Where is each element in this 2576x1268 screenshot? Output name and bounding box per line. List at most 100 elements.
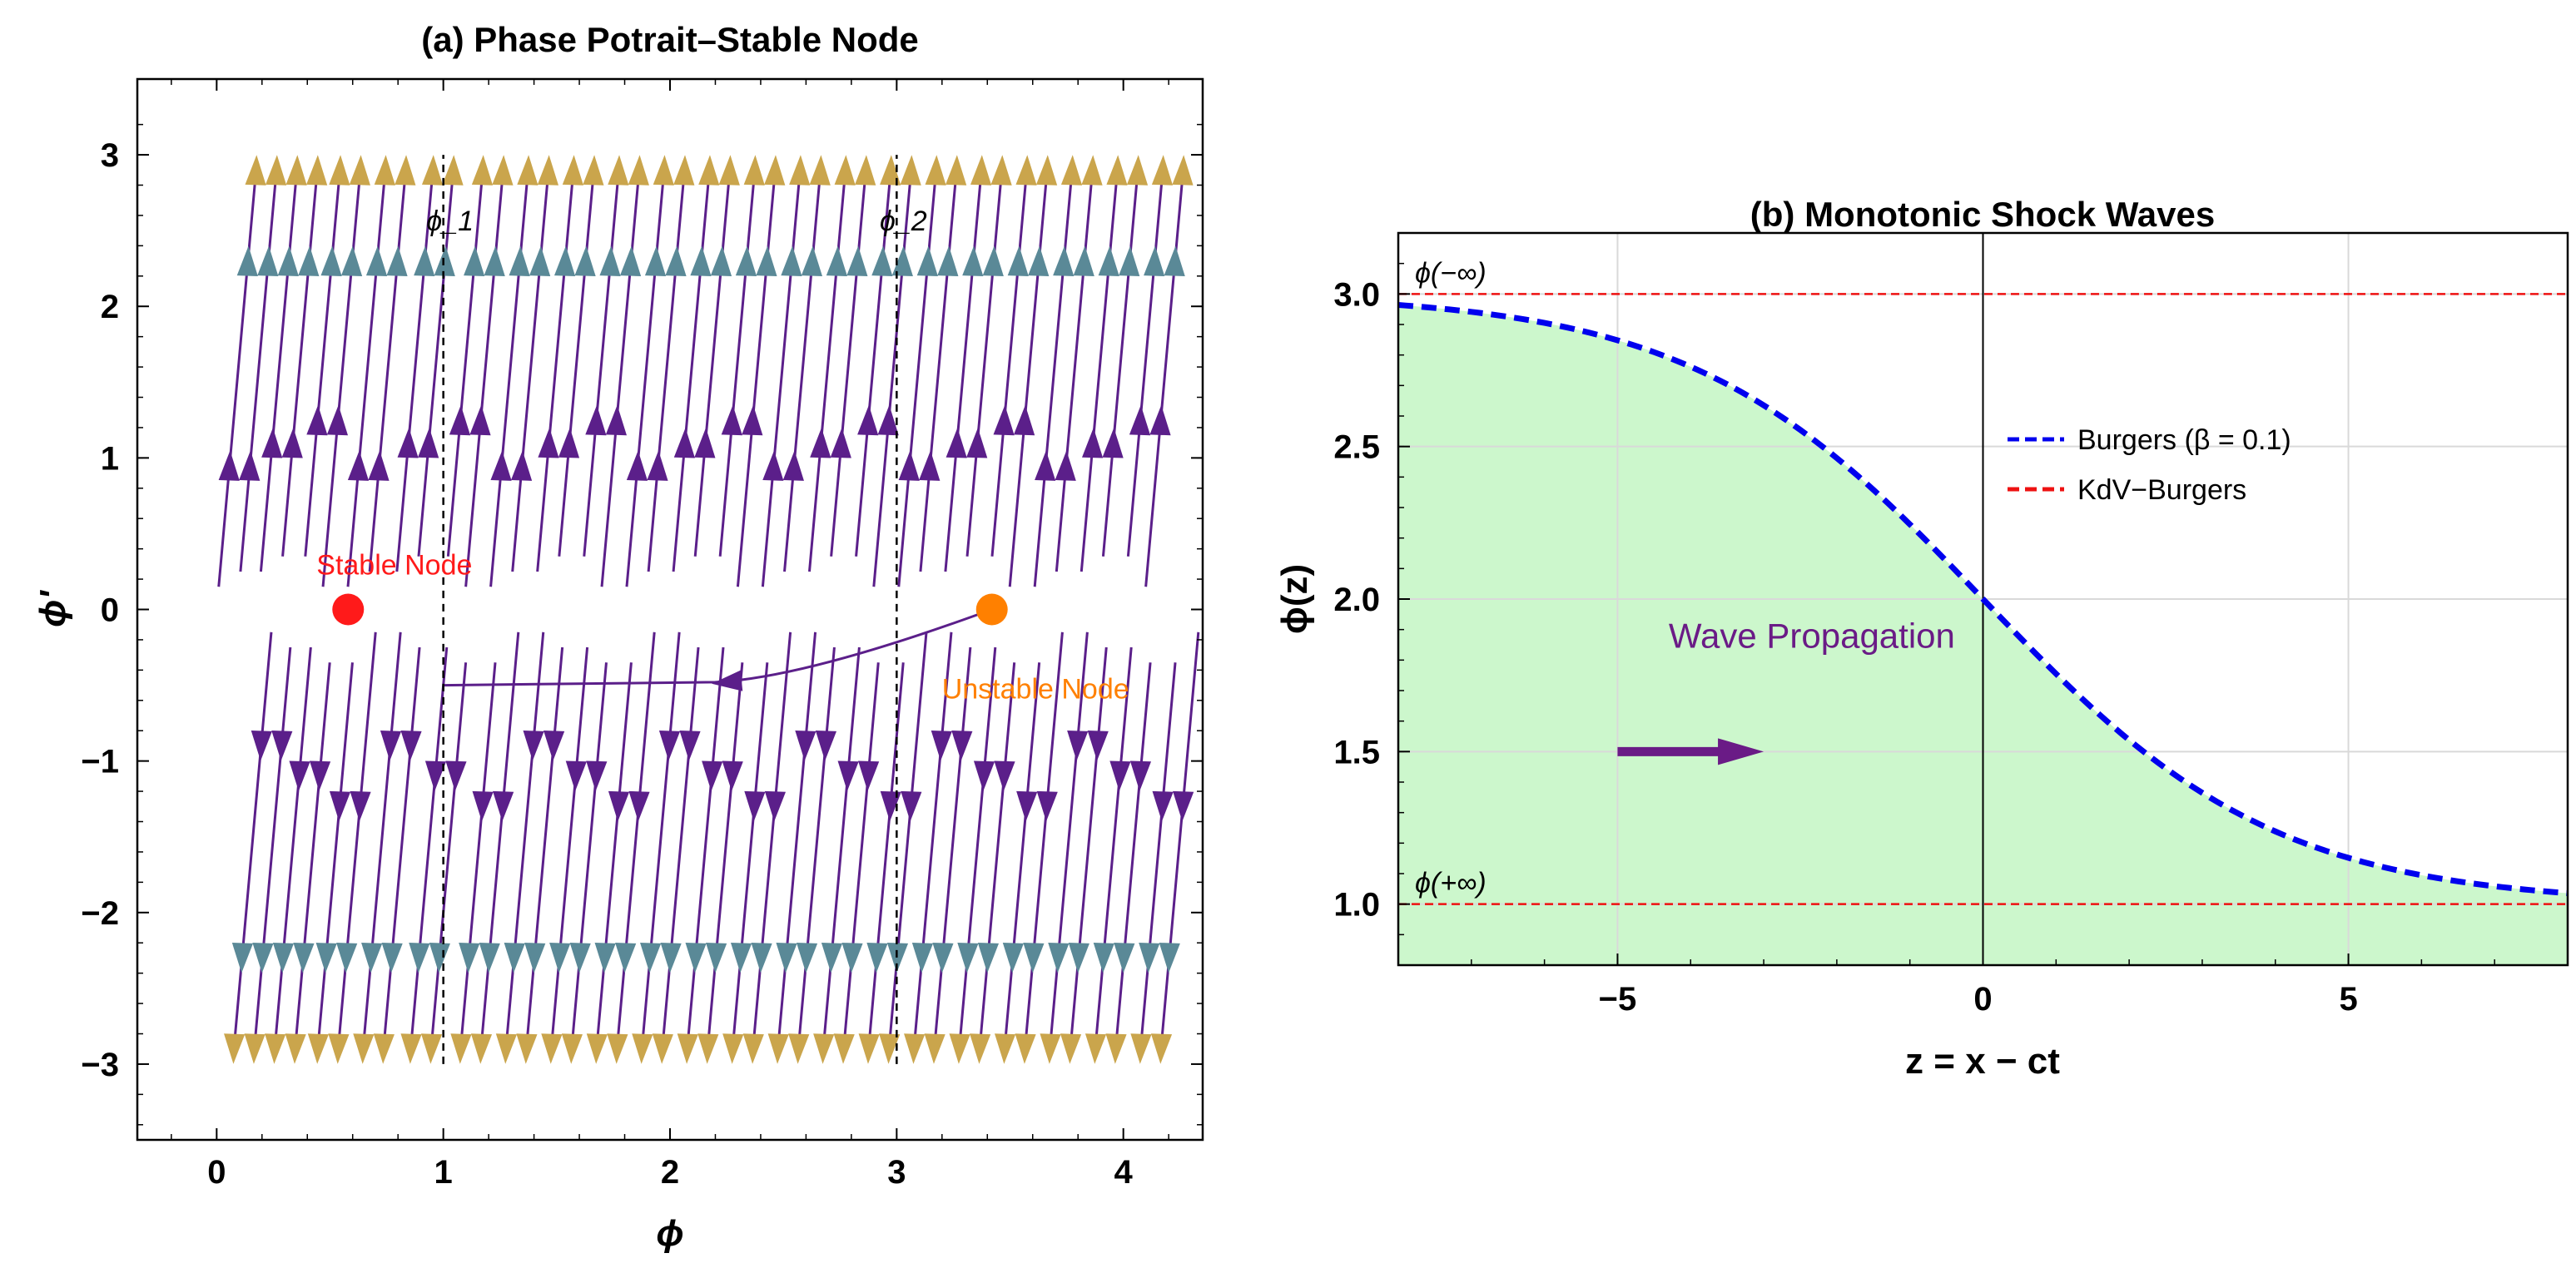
streamline [346, 177, 386, 587]
stream-arrow [1130, 1033, 1152, 1064]
streamline [1055, 177, 1094, 572]
stream-arrow [977, 943, 1000, 973]
streamline [409, 646, 449, 1042]
stream-arrow [619, 245, 642, 276]
streamline [321, 177, 361, 587]
streamline [641, 632, 681, 1042]
panel-a-critical-points: Stable Node Unstable Node [316, 550, 1129, 706]
stream-arrow [386, 245, 408, 276]
stream-arrow [1048, 943, 1070, 973]
stream-arrow [951, 731, 973, 761]
stream-arrow [994, 760, 1015, 791]
stream-arrow [665, 245, 687, 276]
streamline [1070, 646, 1108, 1042]
stream-arrow [414, 245, 435, 276]
stream-arrow [281, 428, 303, 458]
stream-arrow [1126, 155, 1149, 186]
panel-b-annotations: ϕ(−∞) ϕ(+∞) Wave Propagation [1415, 257, 1955, 899]
stream-arrow [931, 731, 952, 761]
streamline [430, 662, 468, 1042]
stream-arrow [1172, 155, 1194, 186]
stream-arrow [421, 155, 444, 186]
stream-arrow [374, 155, 395, 186]
stream-arrow [538, 428, 559, 458]
stream-arrow [607, 1033, 628, 1064]
stream-arrow [879, 1033, 901, 1064]
stream-arrow [524, 943, 546, 973]
stream-arrow [970, 155, 992, 186]
unstable-node-marker [975, 593, 1008, 626]
streamline [362, 632, 402, 1042]
stream-arrow [1015, 155, 1037, 186]
stream-arrow [510, 450, 533, 481]
stream-arrow [982, 245, 1004, 276]
streamline [830, 177, 866, 557]
stream-arrow [1087, 731, 1109, 761]
streamline [446, 177, 484, 557]
stream-arrow [306, 155, 328, 186]
stream-arrow [309, 760, 331, 791]
stream-arrow [400, 1033, 422, 1064]
stream-arrow [1060, 1033, 1082, 1064]
streamline [919, 177, 957, 572]
streamline [707, 662, 744, 1042]
stream-arrow [866, 943, 888, 973]
stream-arrow [1119, 245, 1140, 276]
stream-arrow [1159, 943, 1180, 973]
stream-arrow [445, 760, 467, 791]
stream-arrow [1151, 155, 1174, 186]
y-tick-label: 2.0 [1333, 582, 1380, 618]
stream-arrow [916, 245, 938, 276]
stream-arrow [764, 790, 787, 822]
stream-arrow [1109, 760, 1131, 791]
stream-arrow [795, 731, 816, 761]
stream-arrow [721, 404, 742, 436]
streamline [855, 177, 891, 557]
separatrix-arrow [712, 670, 743, 691]
stream-arrow [1139, 943, 1160, 973]
x-tick-label: 5 [2339, 981, 2357, 1018]
stream-arrow [880, 790, 901, 822]
panel-a-ylabel: ϕ' [32, 590, 73, 627]
stream-arrow [937, 245, 959, 276]
stream-arrow [1035, 450, 1056, 481]
streamline [958, 646, 997, 1042]
streamline [933, 646, 972, 1042]
stream-arrow [756, 245, 777, 276]
stream-arrow [871, 245, 893, 276]
streamline [596, 662, 633, 1042]
stream-arrow [702, 760, 723, 791]
stream-arrow [472, 790, 494, 822]
stream-arrow [381, 943, 403, 973]
stream-arrow [583, 155, 604, 186]
stream-arrow [1129, 404, 1151, 436]
stream-arrow [946, 155, 967, 186]
stream-arrow [841, 943, 863, 973]
stream-arrow [833, 1033, 855, 1064]
panel-a-frame [136, 77, 1204, 1142]
streamline [459, 662, 497, 1042]
panel-a-title: (a) Phase Potrait–Stable Node [421, 20, 919, 59]
streamline [259, 177, 298, 572]
stream-arrow [886, 943, 909, 973]
stream-arrow [855, 155, 876, 186]
stream-arrow [509, 245, 530, 276]
stream-arrow [697, 1033, 719, 1064]
streamline [233, 632, 273, 1042]
stream-arrow [231, 943, 254, 973]
stream-arrow [239, 450, 261, 481]
y-tick-label: −2 [81, 895, 119, 932]
stream-arrow [517, 155, 539, 186]
stream-arrow [420, 1033, 443, 1064]
streamline [797, 646, 836, 1042]
stream-arrow [1053, 245, 1075, 276]
stream-arrow [677, 1033, 698, 1064]
streamline [822, 646, 861, 1042]
stream-arrow [541, 1033, 563, 1064]
stream-arrow [368, 450, 390, 481]
panel-a-border [136, 77, 1204, 1142]
x-tick-label: 1 [434, 1154, 453, 1191]
stream-arrow [599, 245, 621, 276]
panel-a: (a) Phase Potrait–Stable Node ϕ_1 ϕ_2 0 1 2… [32, 20, 1204, 1254]
